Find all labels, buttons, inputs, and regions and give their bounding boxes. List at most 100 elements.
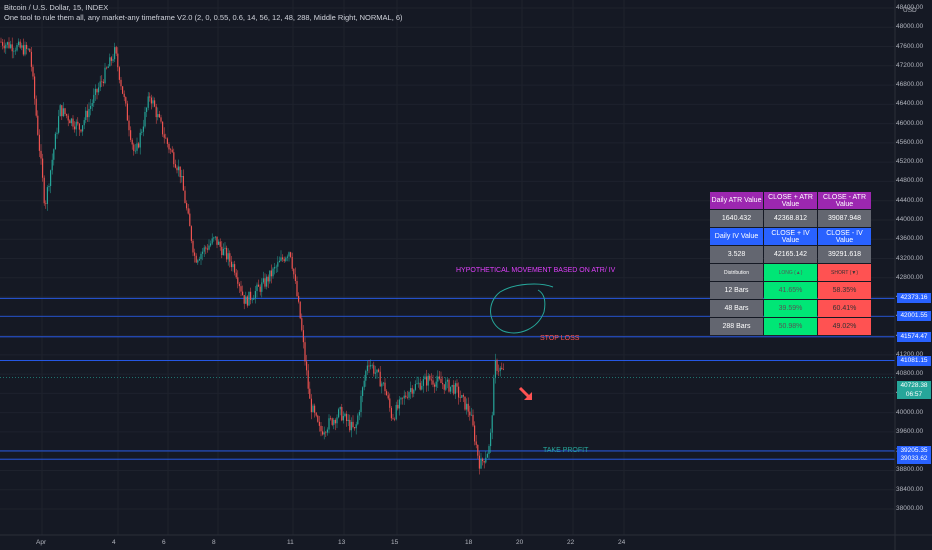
candle-body xyxy=(408,392,410,398)
candle-body xyxy=(250,291,252,300)
candle-body xyxy=(323,432,325,435)
candle-body xyxy=(182,175,184,191)
candle-body xyxy=(46,187,48,204)
candle-body xyxy=(344,413,346,417)
candle-body xyxy=(262,278,264,283)
candle-body xyxy=(477,444,479,456)
candle-body xyxy=(456,383,458,387)
candle-body xyxy=(149,96,151,98)
candle-body xyxy=(219,241,221,247)
candle-body xyxy=(184,190,186,204)
candle-body xyxy=(298,296,300,302)
candle-body xyxy=(99,81,101,88)
candle-body xyxy=(106,67,108,69)
candle-body xyxy=(67,115,69,121)
table-cell: 41.65% xyxy=(764,282,817,299)
candle-body xyxy=(174,164,176,168)
candle-body xyxy=(134,150,136,152)
candle-body xyxy=(45,203,47,204)
candle-body xyxy=(426,376,428,386)
candle-body xyxy=(467,403,469,412)
price-axis-label: 46800.00 xyxy=(896,81,924,89)
candle-body xyxy=(166,138,168,144)
time-axis-label: 13 xyxy=(338,539,346,546)
candle-body xyxy=(418,382,420,384)
table-row: 1640.432 42368.812 39087.948 xyxy=(710,210,871,227)
take-profit-label: TAKE PROFIT xyxy=(543,447,589,454)
chart-header: Bitcoin / U.S. Dollar, 15, INDEX One too… xyxy=(4,3,403,23)
candle-body xyxy=(413,389,415,394)
candle-body xyxy=(234,264,236,273)
symbol-title[interactable]: Bitcoin / U.S. Dollar, 15, INDEX xyxy=(4,3,109,12)
candle-body xyxy=(208,245,210,250)
candle-body xyxy=(451,385,453,387)
candle-body xyxy=(363,380,365,388)
candle-body xyxy=(243,295,245,304)
indicator-title[interactable]: One tool to rule them all, any market-an… xyxy=(4,13,403,22)
candle-body xyxy=(150,97,152,104)
table-cell: CLOSE - IV Value xyxy=(818,228,871,245)
candle-body xyxy=(288,252,290,257)
candle-body xyxy=(62,108,64,117)
candle-body xyxy=(82,125,84,132)
time-axis-label: 20 xyxy=(516,539,524,546)
candle-body xyxy=(226,247,228,260)
candle-body xyxy=(37,115,39,135)
candle-body xyxy=(152,100,154,104)
candle-body xyxy=(493,378,495,416)
candle-body xyxy=(24,44,26,55)
candle-body xyxy=(192,240,194,253)
candle-body xyxy=(334,419,336,424)
candle-body xyxy=(203,247,205,252)
candle-body xyxy=(75,121,77,130)
candle-body xyxy=(155,106,157,118)
candle-body xyxy=(131,139,133,145)
candle-body xyxy=(176,167,178,171)
candle-body xyxy=(117,53,119,68)
current-price-value: 40728.38 xyxy=(900,382,928,389)
candle-body xyxy=(30,51,32,67)
candle-body xyxy=(216,236,218,245)
table-cell: 50.98% xyxy=(764,318,817,335)
candle-body xyxy=(486,453,488,458)
candle-body xyxy=(232,264,234,268)
candle-body xyxy=(205,247,207,249)
candle-body xyxy=(400,397,402,400)
candle-body xyxy=(490,432,492,447)
candle-body xyxy=(307,370,309,389)
table-cell: CLOSE - ATR Value xyxy=(818,192,871,209)
candle-body xyxy=(416,383,418,385)
candle-body xyxy=(338,409,340,418)
candle-body xyxy=(58,116,60,133)
price-axis-label: 46000.00 xyxy=(896,119,924,127)
candle-body xyxy=(80,129,82,132)
candle-body xyxy=(366,365,368,372)
candle-body xyxy=(101,81,103,83)
candle-body xyxy=(318,421,320,426)
candle-body xyxy=(133,144,135,152)
candle-body xyxy=(237,277,239,284)
candle-body xyxy=(432,380,434,385)
candle-body xyxy=(190,226,192,241)
candle-body xyxy=(325,432,327,434)
table-row: 48 Bars 39.59% 60.41% xyxy=(710,300,871,317)
candle-body xyxy=(302,330,304,343)
candle-body xyxy=(48,185,50,188)
candle-body xyxy=(229,253,231,262)
candle-body xyxy=(445,381,447,390)
candle-body xyxy=(26,44,28,49)
candle-body xyxy=(72,118,74,127)
candle-body xyxy=(429,375,431,380)
candle-body xyxy=(299,301,301,319)
table-row: Distribution LONG (▲) SHORT (▼) xyxy=(710,264,871,281)
candle-body xyxy=(254,291,256,299)
candle-body xyxy=(491,415,493,433)
table-cell: 49.02% xyxy=(818,318,871,335)
candle-body xyxy=(2,42,4,46)
price-axis-label: 46400.00 xyxy=(896,100,924,108)
candle-body xyxy=(322,431,324,435)
candle-body xyxy=(430,379,432,381)
candle-body xyxy=(330,418,332,419)
candle-body xyxy=(210,243,212,246)
candle-body xyxy=(74,126,76,130)
